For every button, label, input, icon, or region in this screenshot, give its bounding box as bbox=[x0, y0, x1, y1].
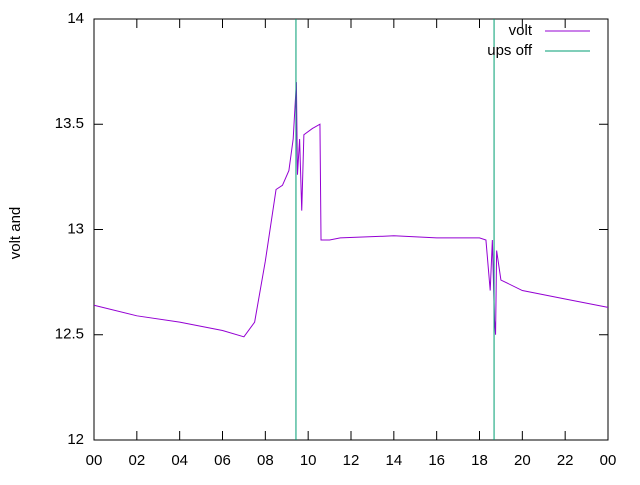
x-tick-label: 14 bbox=[385, 452, 402, 469]
series-line bbox=[295, 19, 495, 440]
y-tick-label: 14 bbox=[67, 10, 84, 27]
series-line bbox=[93, 82, 609, 338]
x-tick-label: 10 bbox=[300, 452, 317, 469]
legend-label: ups off bbox=[487, 42, 533, 59]
x-tick-label: 00 bbox=[86, 452, 103, 469]
x-tick-label: 18 bbox=[471, 452, 488, 469]
x-tick-label: 00 bbox=[600, 452, 617, 469]
x-tick-label: 16 bbox=[428, 452, 445, 469]
y-tick-label: 13.5 bbox=[55, 115, 84, 132]
y-tick-label: 12.5 bbox=[55, 326, 84, 343]
plot-frame bbox=[93, 18, 609, 441]
x-tick-label: 22 bbox=[557, 452, 574, 469]
x-tick-label: 20 bbox=[514, 452, 531, 469]
y-tick-label: 13 bbox=[67, 220, 84, 237]
legend-label: volt bbox=[509, 22, 533, 39]
y-axis-label: volt and bbox=[7, 207, 24, 260]
x-tick-label: 04 bbox=[171, 452, 188, 469]
x-tick-label: 06 bbox=[214, 452, 231, 469]
x-tick-label: 12 bbox=[343, 452, 360, 469]
y-tick-label: 12 bbox=[67, 431, 84, 448]
x-tick-label: 08 bbox=[257, 452, 274, 469]
x-tick-label: 02 bbox=[128, 452, 145, 469]
